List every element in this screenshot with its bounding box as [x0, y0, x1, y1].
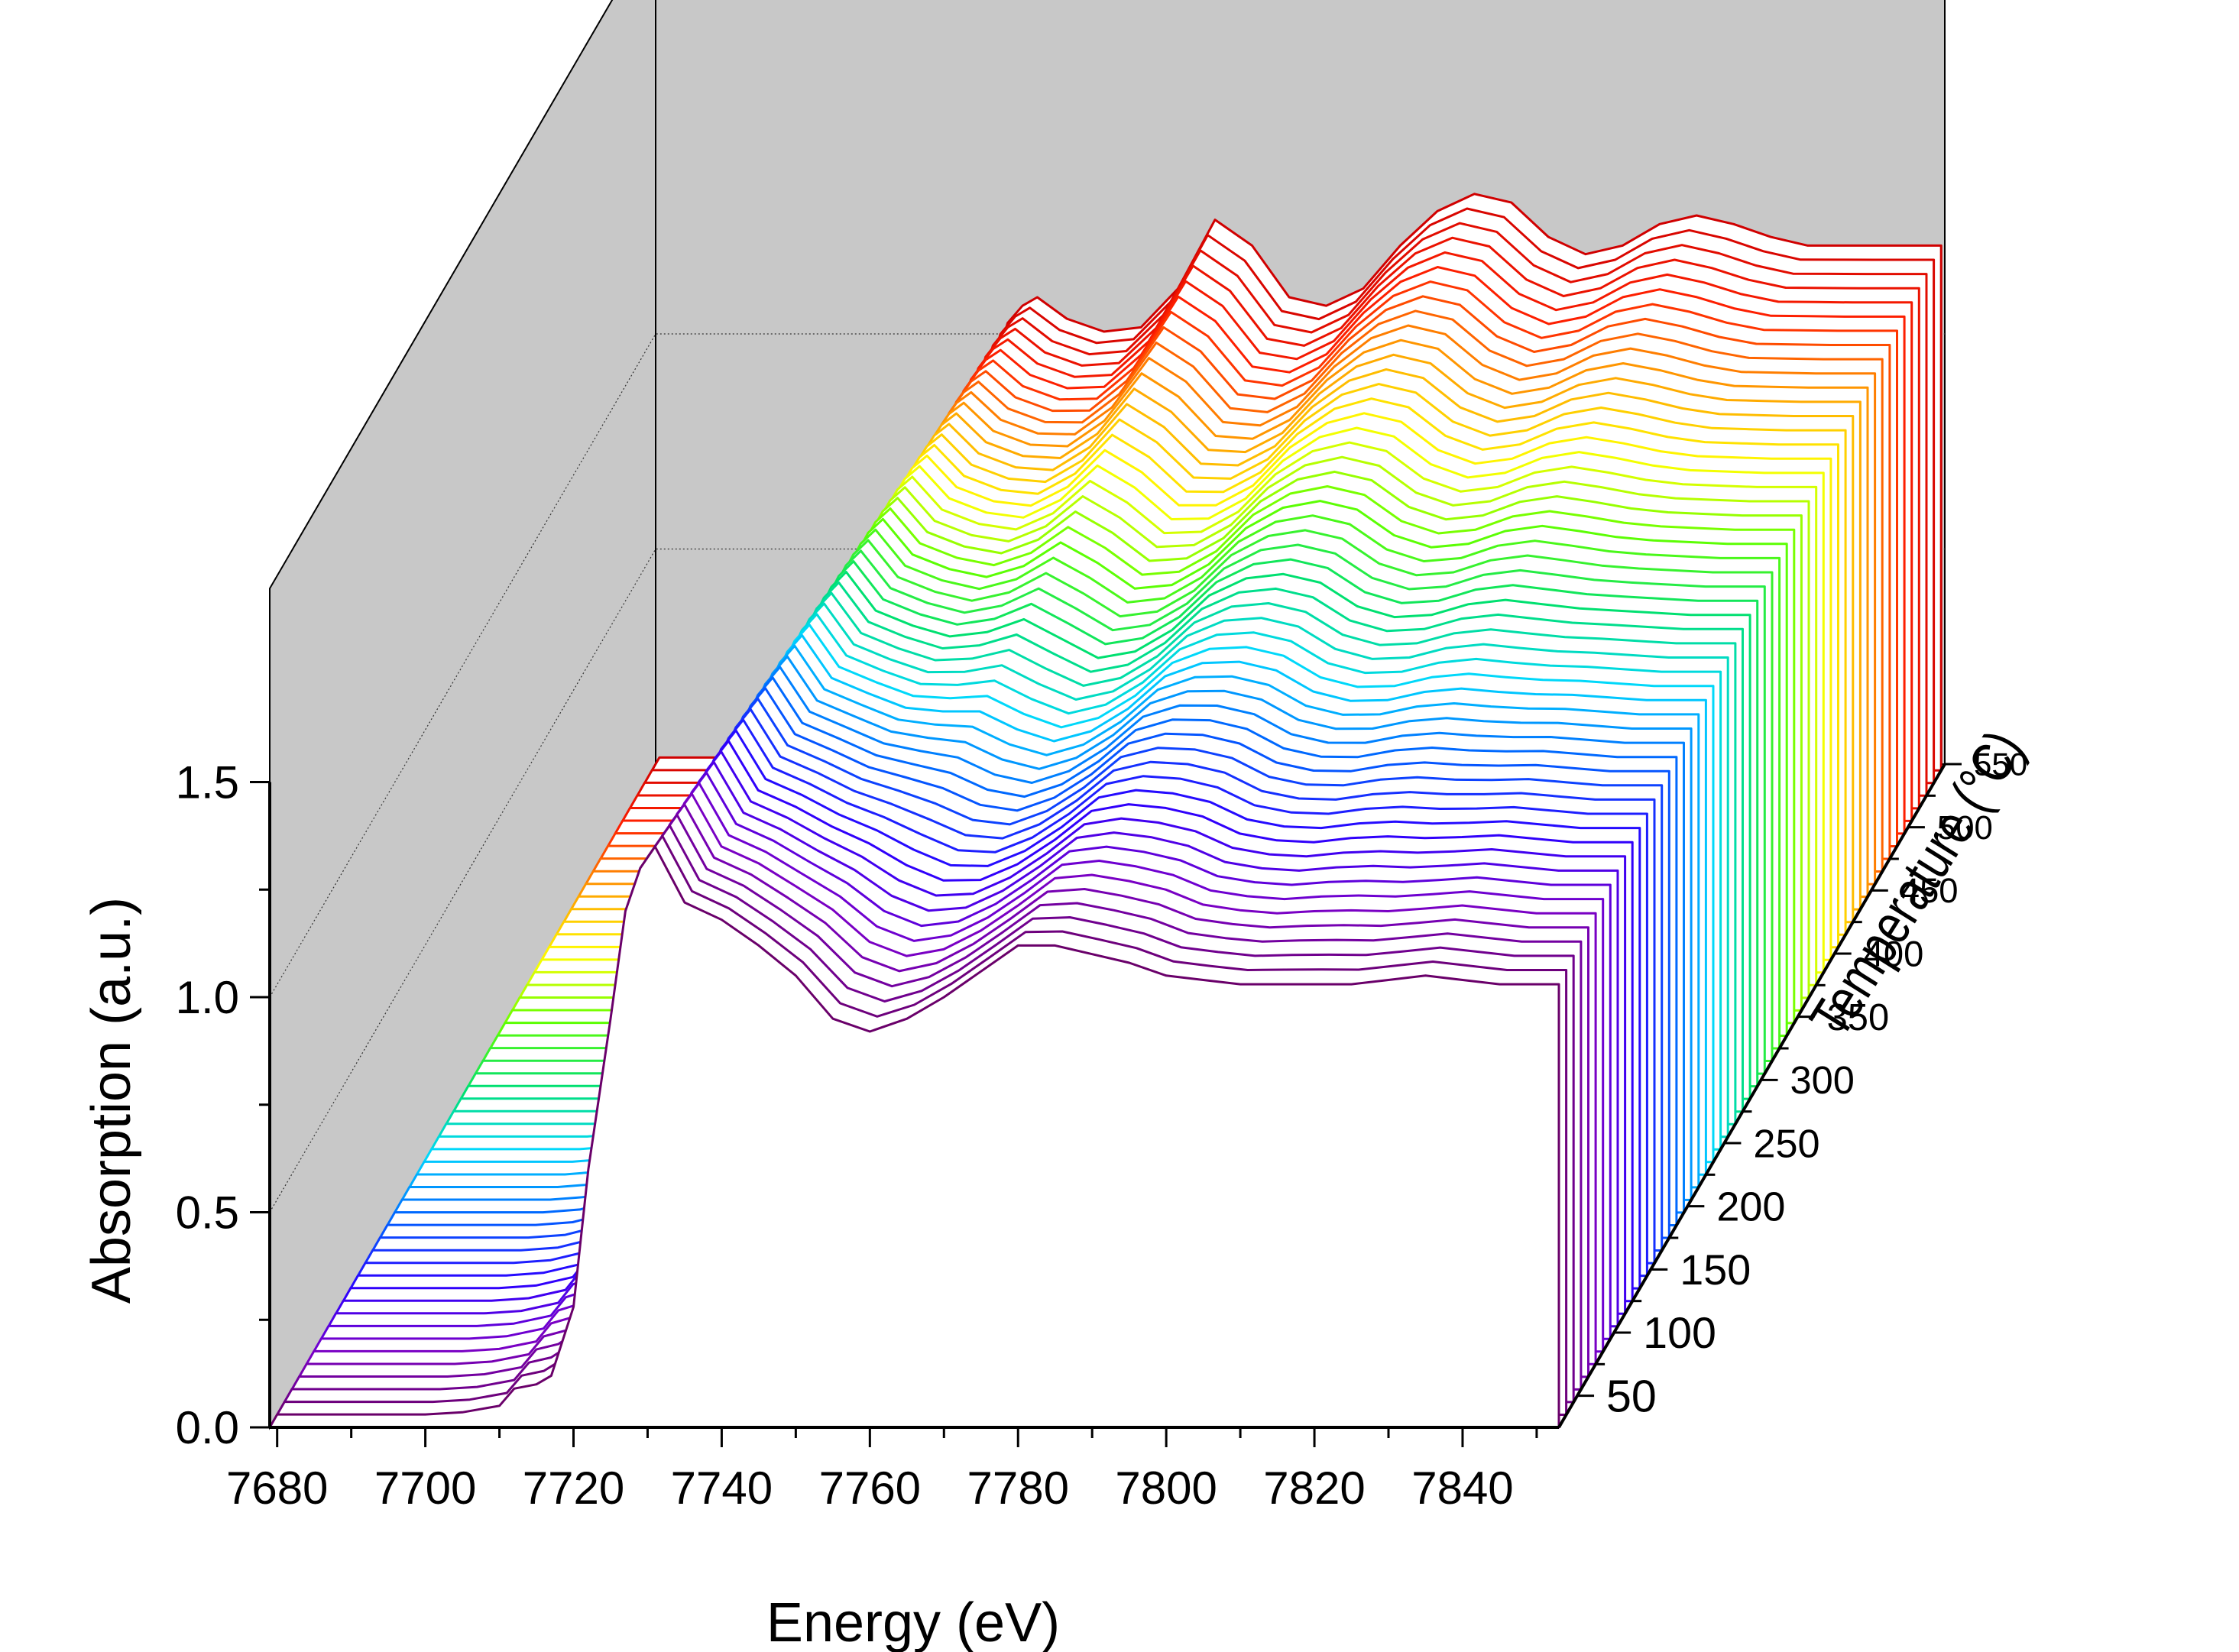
z-tick-label: 350 — [1827, 997, 1890, 1038]
x-tick-label: 7760 — [819, 1463, 921, 1514]
z-tick-label: 200 — [1716, 1184, 1785, 1230]
x-tick-label: 7680 — [226, 1463, 328, 1514]
x-tick-label: 7740 — [671, 1463, 773, 1514]
z-tick-label: 250 — [1753, 1122, 1819, 1166]
z-tick-label: 100 — [1643, 1309, 1716, 1358]
x-tick-label: 7840 — [1411, 1463, 1513, 1514]
y-axis-title: Absorption (a.u.) — [81, 897, 142, 1304]
x-tick-label: 7700 — [374, 1463, 476, 1514]
x-tick-label: 7820 — [1263, 1463, 1365, 1514]
z-tick-label: 300 — [1790, 1058, 1855, 1102]
y-axis-ticks: 0.0 0.5 1.0 1.5 — [176, 757, 270, 1453]
z-tick-label: 550 — [1974, 747, 2027, 782]
z-tick-label: 400 — [1864, 934, 1924, 974]
y-tick-label: 0.0 — [176, 1402, 239, 1453]
x-tick-label: 7720 — [523, 1463, 624, 1514]
x-tick-label: 7800 — [1115, 1463, 1217, 1514]
spectrum-curve — [268, 845, 1560, 1429]
z-tick-label: 150 — [1680, 1246, 1751, 1294]
z-tick-label: 500 — [1937, 809, 1993, 847]
z-tick-label: 50 — [1606, 1370, 1657, 1421]
y-tick-label: 1.0 — [176, 972, 239, 1023]
temperature-axis-line — [1557, 763, 1946, 1429]
x-tick-label: 7780 — [967, 1463, 1068, 1514]
x-axis-title: Energy (eV) — [766, 1592, 1060, 1652]
spectra-curves — [268, 193, 1943, 1429]
y-tick-label: 0.5 — [176, 1187, 239, 1239]
z-tick-label: 450 — [1900, 871, 1959, 910]
y-tick-label: 1.5 — [176, 757, 239, 808]
x-axis-ticks: 7680 7700 7720 7740 7760 7780 7800 7820 7840 — [226, 1427, 1538, 1514]
temperature-axis-ticks: 50 100 150 200 250 300 350 400 450 500 550 — [1577, 747, 2027, 1421]
